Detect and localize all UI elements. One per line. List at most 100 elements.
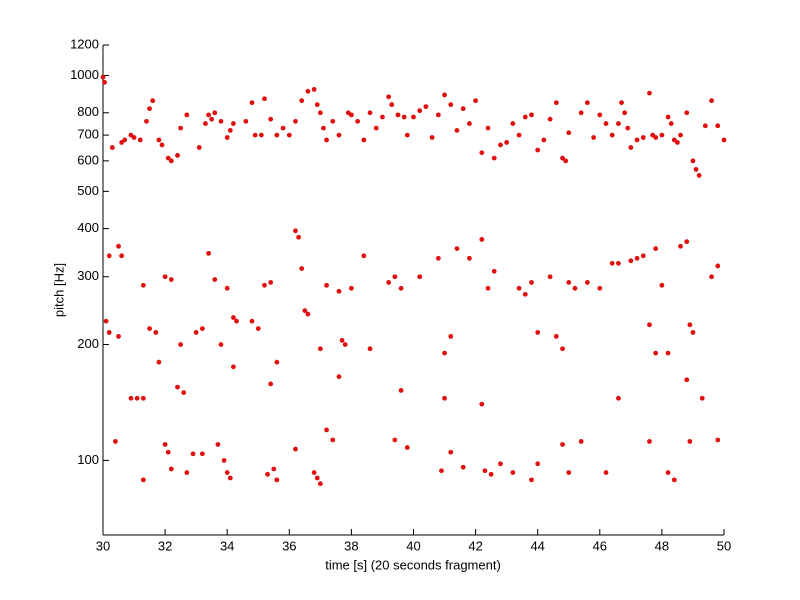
y-tick-label: 800: [77, 104, 99, 119]
point: [324, 427, 329, 433]
point: [690, 158, 696, 164]
point: [566, 470, 572, 475]
point: [584, 100, 590, 106]
point: [460, 106, 466, 112]
point: [566, 130, 572, 136]
point: [547, 274, 553, 280]
point: [162, 442, 168, 447]
point: [271, 466, 277, 472]
point: [498, 461, 503, 467]
point: [317, 346, 323, 352]
point: [116, 333, 121, 339]
point: [417, 274, 423, 280]
point: [361, 253, 367, 259]
point: [398, 388, 404, 393]
point: [324, 137, 329, 143]
point: [227, 475, 233, 481]
point: [625, 125, 631, 131]
point: [529, 477, 534, 483]
point: [302, 308, 308, 313]
point: [274, 477, 280, 483]
point: [215, 442, 221, 447]
point: [693, 167, 699, 172]
point: [106, 330, 112, 335]
point: [274, 359, 280, 365]
point: [448, 102, 454, 108]
x-tick-label: 36: [282, 538, 296, 553]
point: [159, 142, 165, 148]
x-tick-label: 38: [344, 538, 358, 553]
point: [224, 285, 230, 291]
point: [640, 135, 646, 140]
point: [140, 282, 146, 288]
point: [553, 333, 559, 339]
point: [678, 132, 683, 138]
x-tick-label: 44: [530, 538, 544, 553]
point: [268, 280, 274, 285]
point: [609, 132, 615, 138]
point: [653, 135, 659, 140]
point: [137, 137, 143, 143]
point: [349, 112, 354, 118]
point: [675, 140, 680, 145]
point: [619, 100, 624, 106]
point: [488, 471, 494, 477]
point: [616, 260, 621, 266]
point: [305, 311, 311, 317]
point: [473, 98, 478, 104]
point: [175, 384, 180, 390]
point: [560, 346, 565, 352]
point: [218, 342, 224, 347]
point: [721, 137, 727, 143]
point: [262, 96, 267, 102]
point: [140, 395, 146, 401]
point: [535, 330, 541, 335]
point: [293, 446, 298, 452]
point: [140, 477, 146, 483]
point: [715, 437, 721, 443]
point: [678, 243, 683, 249]
point: [317, 481, 323, 487]
point: [603, 121, 609, 126]
point: [411, 114, 416, 120]
x-tick-label: 32: [158, 538, 172, 553]
point: [367, 110, 373, 116]
point: [560, 442, 565, 447]
point: [102, 79, 107, 85]
point: [535, 461, 541, 467]
point: [398, 285, 404, 291]
point: [311, 87, 317, 92]
point: [203, 121, 208, 126]
point: [227, 127, 233, 133]
point: [597, 112, 603, 118]
point: [181, 390, 187, 396]
point: [355, 118, 361, 124]
point: [162, 274, 168, 280]
point: [103, 318, 109, 324]
y-tick-label: 1200: [70, 36, 99, 51]
point: [715, 263, 721, 269]
point: [156, 359, 162, 365]
point: [156, 137, 162, 143]
point: [510, 121, 516, 126]
point: [435, 112, 441, 118]
point: [147, 326, 152, 331]
point: [628, 145, 634, 150]
point: [389, 102, 395, 108]
point: [516, 285, 522, 291]
point: [336, 288, 342, 294]
point: [265, 471, 270, 477]
point: [206, 112, 211, 118]
point: [653, 246, 659, 252]
point: [671, 477, 677, 483]
point: [659, 282, 665, 288]
point: [184, 470, 190, 475]
point: [144, 118, 149, 124]
point: [466, 255, 472, 261]
point: [314, 102, 320, 108]
point: [560, 155, 565, 161]
point: [314, 475, 320, 481]
point: [491, 268, 497, 274]
point: [234, 318, 239, 324]
